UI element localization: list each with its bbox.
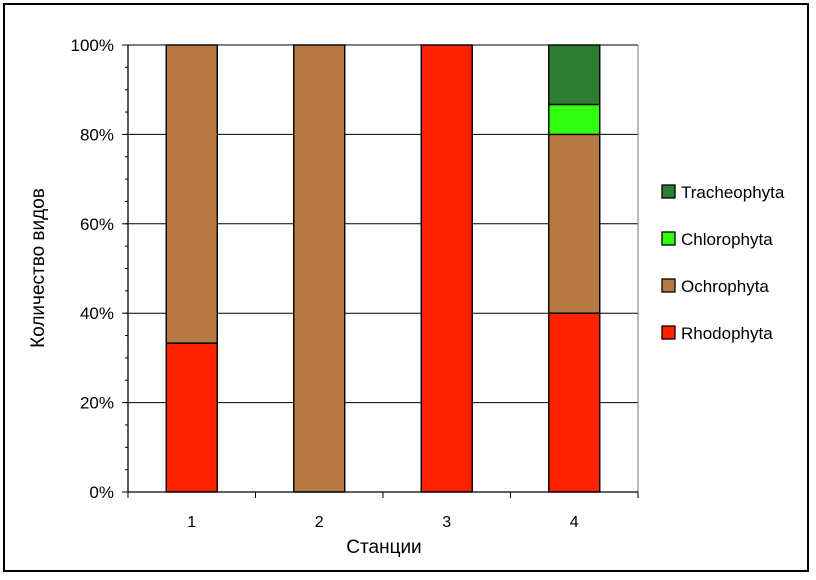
y-tick-label: 80%	[80, 125, 114, 144]
legend-swatch-ochrophyta	[661, 278, 676, 293]
y-tick-label: 40%	[80, 304, 114, 323]
bar-segment-rhodophyta-4	[548, 312, 601, 493]
legend-label-chlorophyta: Chlorophyta	[681, 230, 773, 249]
bars	[165, 44, 601, 493]
bar-segment-rhodophyta-3	[420, 44, 473, 493]
y-tick-label: 100%	[71, 36, 114, 55]
legend-label-rhodophyta: Rhodophyta	[681, 324, 773, 343]
legend-label-ochrophyta: Ochrophyta	[681, 277, 769, 296]
tick-labels: 0% 20% 40% 60% 80% 100% 1 2 3 4	[71, 36, 579, 531]
y-tick-label: 60%	[80, 215, 114, 234]
bar-segment-ochrophyta-4	[548, 133, 601, 314]
axes	[122, 44, 639, 498]
bar-segment-chlorophyta-4	[548, 103, 601, 136]
bar-segment-ochrophyta-1	[165, 44, 218, 344]
x-axis-label: Станции	[346, 537, 421, 558]
legend-swatch-tracheophyta	[661, 184, 676, 199]
bar-segment-ochrophyta-2	[293, 44, 346, 493]
bar-segment-rhodophyta-1	[165, 342, 218, 493]
y-axis-label: Количество видов	[28, 188, 49, 348]
x-tick-label: 3	[442, 514, 451, 531]
x-tick-label: 1	[187, 514, 196, 531]
x-tick-label: 2	[315, 514, 324, 531]
x-tick-label: 4	[570, 514, 579, 531]
legend-swatch-chlorophyta	[661, 231, 676, 246]
y-tick-label: 20%	[80, 394, 114, 413]
legend: Tracheophyta Chlorophyta Ochrophyta Rhodoph…	[661, 183, 785, 343]
legend-label-tracheophyta: Tracheophyta	[681, 183, 785, 202]
legend-swatch-rhodophyta	[661, 325, 676, 340]
y-tick-label: 0%	[89, 483, 114, 502]
bar-segment-tracheophyta-4	[548, 44, 601, 106]
